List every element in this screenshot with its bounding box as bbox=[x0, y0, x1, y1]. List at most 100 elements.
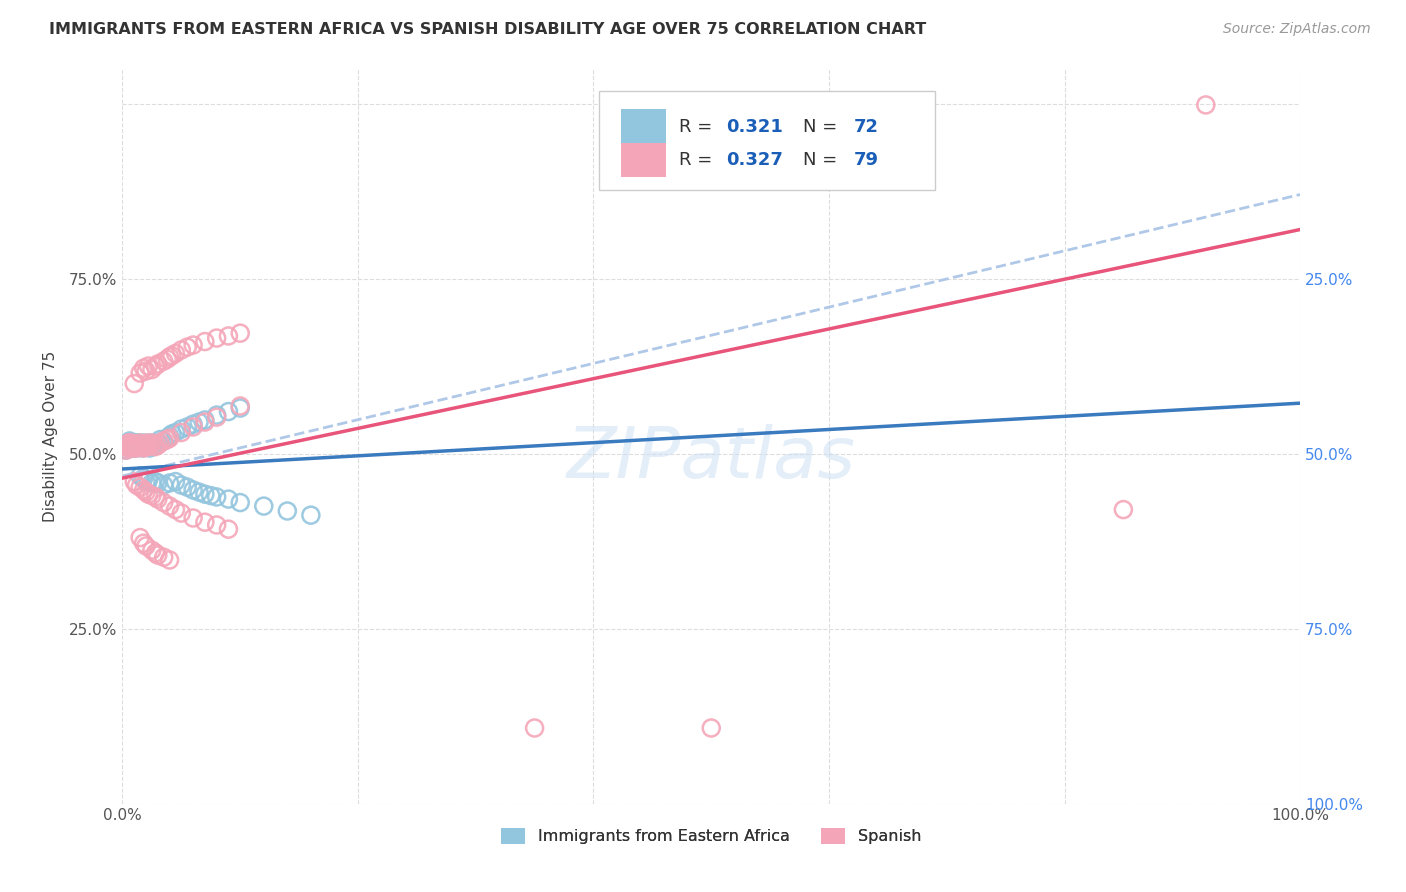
Point bbox=[229, 399, 252, 413]
Text: N =: N = bbox=[803, 152, 844, 169]
Point bbox=[152, 354, 174, 368]
Point bbox=[122, 441, 145, 455]
Point bbox=[146, 492, 169, 507]
Point bbox=[152, 550, 174, 565]
Point bbox=[188, 485, 211, 500]
Point bbox=[118, 436, 141, 450]
Point bbox=[141, 362, 163, 376]
Point bbox=[136, 436, 159, 450]
Point bbox=[170, 506, 193, 520]
Point bbox=[149, 433, 172, 447]
Point bbox=[176, 340, 198, 354]
Point bbox=[138, 473, 160, 487]
Point bbox=[135, 475, 157, 489]
Point bbox=[145, 490, 167, 504]
Point bbox=[170, 425, 193, 440]
Point bbox=[122, 441, 145, 455]
Text: R =: R = bbox=[679, 118, 718, 136]
Point bbox=[159, 431, 181, 445]
Point bbox=[194, 487, 217, 501]
Point bbox=[129, 469, 152, 483]
Point bbox=[194, 334, 217, 349]
Point bbox=[152, 478, 174, 492]
Point bbox=[165, 502, 187, 516]
Point bbox=[181, 420, 204, 434]
Point bbox=[134, 440, 156, 454]
Point bbox=[124, 436, 146, 450]
Point bbox=[135, 364, 157, 378]
Text: N =: N = bbox=[803, 118, 844, 136]
Point bbox=[149, 436, 172, 450]
Point bbox=[276, 504, 298, 518]
Point bbox=[181, 483, 204, 497]
Point bbox=[115, 443, 138, 458]
Point bbox=[253, 499, 276, 513]
Point bbox=[120, 438, 142, 452]
Point bbox=[117, 436, 139, 450]
Point bbox=[145, 438, 167, 452]
Point bbox=[122, 436, 145, 450]
Point bbox=[205, 490, 228, 504]
FancyBboxPatch shape bbox=[599, 91, 935, 190]
Point bbox=[115, 440, 138, 454]
Point bbox=[170, 422, 193, 436]
Point bbox=[145, 475, 167, 489]
Text: 0.327: 0.327 bbox=[727, 152, 783, 169]
Point bbox=[205, 408, 228, 422]
Point bbox=[146, 436, 169, 450]
Point bbox=[181, 417, 204, 432]
Point bbox=[129, 440, 152, 454]
Point bbox=[132, 436, 155, 450]
Point bbox=[120, 440, 142, 454]
Point bbox=[229, 326, 252, 340]
Point bbox=[160, 349, 183, 363]
Point bbox=[200, 489, 222, 503]
Point bbox=[118, 438, 141, 452]
Point bbox=[159, 350, 181, 364]
Point bbox=[117, 441, 139, 455]
Point bbox=[131, 441, 153, 455]
Point bbox=[165, 425, 187, 440]
Point bbox=[156, 431, 179, 445]
Point bbox=[127, 436, 149, 450]
Point bbox=[125, 478, 148, 492]
Point bbox=[125, 438, 148, 452]
Point bbox=[115, 443, 138, 458]
Point bbox=[135, 485, 157, 500]
Point bbox=[120, 436, 142, 450]
Point bbox=[217, 404, 239, 418]
Point bbox=[132, 483, 155, 497]
Point bbox=[141, 543, 163, 558]
Point bbox=[194, 415, 217, 429]
Point bbox=[181, 338, 204, 352]
Point bbox=[205, 410, 228, 425]
Point bbox=[523, 721, 546, 735]
Point bbox=[142, 440, 165, 454]
Point bbox=[194, 515, 217, 529]
Point bbox=[135, 438, 157, 452]
Point bbox=[124, 440, 146, 454]
Point bbox=[125, 441, 148, 455]
Point bbox=[132, 471, 155, 485]
Point bbox=[118, 440, 141, 454]
Point bbox=[124, 440, 146, 454]
Point bbox=[117, 441, 139, 455]
Point bbox=[136, 440, 159, 454]
Point bbox=[120, 441, 142, 455]
Point bbox=[128, 438, 150, 452]
Point bbox=[131, 440, 153, 454]
Point bbox=[1112, 502, 1135, 516]
Point bbox=[159, 475, 181, 490]
Point bbox=[159, 553, 181, 567]
FancyBboxPatch shape bbox=[620, 143, 666, 177]
Point bbox=[165, 346, 187, 360]
Point bbox=[145, 359, 167, 373]
Point bbox=[121, 436, 143, 450]
Text: ZIPatlas: ZIPatlas bbox=[567, 424, 856, 492]
Point bbox=[129, 531, 152, 545]
Point bbox=[129, 480, 152, 494]
Point bbox=[122, 376, 145, 391]
Point bbox=[138, 438, 160, 452]
Point bbox=[145, 546, 167, 560]
Point bbox=[129, 436, 152, 450]
